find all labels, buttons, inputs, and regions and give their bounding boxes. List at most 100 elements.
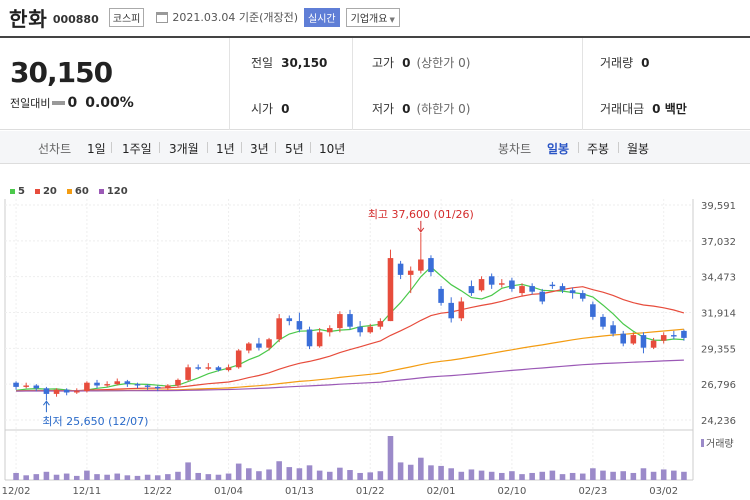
period-1d[interactable]: 1일 [87, 142, 106, 156]
volume-bar [165, 474, 171, 480]
candle-body [306, 329, 313, 347]
volume-bar [630, 472, 637, 480]
candle-body [286, 318, 293, 322]
open-value: 0 [281, 102, 290, 116]
period-10y[interactable]: 10년 [319, 142, 346, 156]
volume-bar [640, 468, 647, 480]
volume-bar [73, 475, 80, 480]
volume-bar [569, 472, 576, 480]
volume-bar [144, 474, 151, 480]
x-tick-label: 01/13 [285, 486, 314, 497]
candle-body [326, 328, 333, 333]
candle-body [104, 384, 110, 386]
period-3y[interactable]: 3년 [250, 142, 269, 156]
x-tick-label: 01/22 [356, 486, 385, 497]
volume-bar [94, 474, 100, 480]
candle-body [600, 316, 606, 327]
candle-body [266, 339, 272, 348]
candle-body [650, 340, 657, 348]
volume-bar [286, 467, 293, 480]
legend-label: 20 [42, 186, 57, 197]
candle-body [569, 290, 576, 294]
candle-monthly[interactable]: 월봉 [627, 142, 650, 156]
period-3m[interactable]: 3개월 [169, 142, 199, 156]
period-5y[interactable]: 5년 [285, 142, 304, 156]
candle-body [519, 286, 525, 294]
volume-bar [407, 464, 414, 480]
prev-close-cell: 전일 30,150 [251, 54, 327, 71]
candle-body [630, 335, 637, 344]
volume-bar [377, 471, 384, 480]
ma-line-60 [16, 328, 684, 392]
separator [578, 142, 579, 153]
y-tick-label: 34,473 [701, 273, 736, 284]
chevron-down-icon: ▼ [389, 15, 395, 24]
candle-body [13, 382, 19, 387]
legend-swatch [98, 189, 104, 194]
candle-body [73, 391, 80, 393]
volume-bar [33, 474, 40, 480]
volume-bar [53, 474, 60, 480]
candle-body [549, 284, 556, 287]
low-arrow-head [43, 400, 50, 406]
candle-body [124, 381, 131, 385]
volume-bar [458, 471, 465, 480]
candle-body [144, 385, 151, 387]
separator [310, 142, 311, 153]
divider [352, 38, 353, 130]
y-tick-label: 24,236 [701, 416, 736, 427]
candle-body [559, 286, 566, 291]
legend-item-ma5: 5 [10, 186, 25, 197]
candle-daily[interactable]: 일봉 [547, 142, 570, 156]
volume-bar [488, 471, 495, 480]
x-tick-label: 12/22 [143, 486, 172, 497]
legend-label: 60 [74, 186, 89, 197]
candle-weekly[interactable]: 주봉 [587, 142, 610, 156]
low-annotation: 최저 25,650 (12/07) [42, 415, 148, 428]
candle-body [296, 321, 303, 330]
candle-body [154, 386, 161, 389]
separator [159, 142, 160, 153]
ma-line-20 [16, 286, 685, 392]
volume-bar [114, 473, 121, 480]
volume-bar [549, 470, 556, 480]
candle-body [539, 291, 546, 302]
volume-bar [316, 470, 323, 480]
company-info-dropdown[interactable]: 기업개요 ▼ [345, 7, 400, 27]
candle-body [215, 367, 222, 371]
volume-bar [620, 471, 627, 480]
period-1w[interactable]: 1주일 [122, 142, 152, 156]
volume-bar [428, 465, 434, 480]
volume-bar [13, 472, 19, 480]
volume-bar [23, 475, 29, 480]
ma-line-120 [16, 359, 684, 392]
volume-bar [225, 473, 232, 480]
candle-body [347, 314, 353, 327]
volume-bar [559, 474, 566, 480]
candle-body [367, 326, 374, 333]
volume-bar [418, 457, 424, 480]
candle-body [660, 335, 667, 341]
candle-body [195, 367, 201, 369]
chart-period-bar: 선차트 1일 1주일 3개월 1년 3년 5년 10년 봉차트 일봉 주봉 월봉 [0, 131, 750, 164]
stock-header: 한화 000880 코스피 2021.03.04 기준(개장전) 실시간 기업개… [0, 0, 750, 34]
candle-body [225, 367, 232, 371]
realtime-button[interactable]: 실시간 [304, 7, 340, 27]
prev-close-label: 전일 [251, 56, 274, 70]
volume-bar [478, 470, 485, 480]
trade-amount-cell: 거래대금 0 백만 [600, 100, 687, 117]
candle-body [468, 286, 475, 294]
volume-bar [539, 471, 546, 480]
period-1y[interactable]: 1년 [216, 142, 235, 156]
candle-body [418, 259, 424, 271]
candle-body [529, 286, 535, 292]
candle-body [377, 321, 384, 327]
volume-bar [134, 475, 141, 480]
candle-body [63, 389, 70, 393]
current-price-box: 30,150 전일대비 0 0.00% [0, 38, 230, 130]
candle-body [94, 382, 100, 386]
candle-body [458, 301, 465, 319]
candle-body [276, 318, 282, 340]
separator [241, 142, 242, 153]
volume-bar [154, 475, 161, 480]
